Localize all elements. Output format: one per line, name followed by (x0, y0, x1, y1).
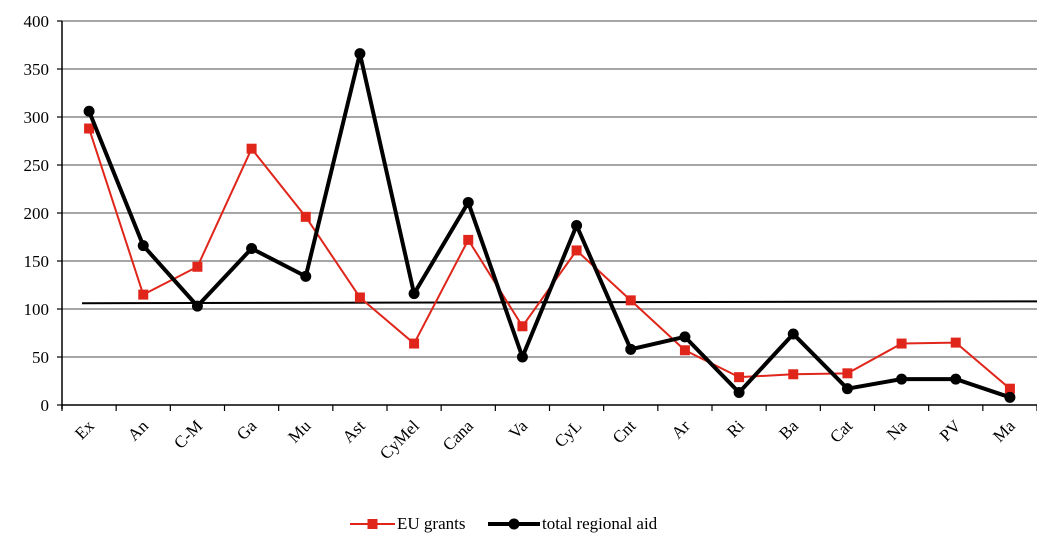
legend-label: total regional aid (542, 514, 658, 533)
data-point-square (788, 369, 799, 380)
data-point-square (354, 292, 365, 303)
data-point-circle (950, 373, 962, 385)
y-tick-label-0: 0 (41, 396, 50, 415)
x-tick-label-cana: Cana (439, 416, 477, 454)
data-point-square (517, 321, 528, 332)
reference-line (81, 300, 1037, 305)
x-tick-label-cyl: CyL (551, 416, 586, 451)
data-point-square (1004, 383, 1015, 394)
data-point-square (138, 289, 149, 300)
data-point-circle (408, 288, 420, 300)
data-point-circle (300, 270, 312, 282)
data-point-circle (571, 219, 583, 231)
data-point-square (950, 337, 961, 348)
series-lines (83, 48, 1016, 403)
data-point-square (409, 338, 420, 349)
x-tick-label-va: Va (505, 416, 531, 442)
data-point-circle (625, 343, 637, 355)
data-point-square (463, 234, 474, 245)
x-tick-label-ex: Ex (71, 416, 98, 443)
x-tick-label-an: An (124, 416, 152, 444)
y-tick-label-50: 50 (32, 348, 49, 367)
y-tick-label-200: 200 (24, 204, 50, 223)
data-point-square (246, 143, 257, 154)
data-point-square (192, 261, 203, 272)
data-point-square (842, 368, 853, 379)
y-tick-label-250: 250 (24, 156, 50, 175)
y-tick-label-400: 400 (24, 12, 50, 31)
series-line (87, 51, 1011, 400)
x-tick-label-c-m: C-M (170, 416, 206, 452)
x-tick-label-ma: Ma (989, 416, 1019, 446)
data-point-circle (896, 373, 908, 385)
legend-item-total-regional-aid: total regional aid (488, 514, 658, 533)
data-point-circle (462, 196, 474, 208)
y-tick-label-150: 150 (24, 252, 50, 271)
data-point-square (896, 338, 907, 349)
x-tick-label-ast: Ast (339, 416, 369, 446)
data-point-circle (354, 48, 366, 60)
x-tick-label-pv: PV (936, 416, 965, 445)
x-tick-label-cnt: Cnt (609, 416, 640, 447)
legend-marker-circle (508, 518, 520, 530)
x-tick-label-mu: Mu (284, 416, 314, 446)
data-point-circle (83, 105, 95, 117)
x-tick-label-ba: Ba (775, 416, 802, 443)
x-tick-label-ar: Ar (668, 416, 694, 442)
y-tick-label-300: 300 (24, 108, 50, 127)
legend: EU grants total regional aid (350, 514, 658, 533)
data-point-circle (679, 331, 691, 343)
data-point-square (734, 372, 745, 383)
data-point-square (571, 245, 582, 256)
data-point-circle (787, 328, 799, 340)
data-point-circle (191, 300, 203, 312)
data-point-square (84, 123, 95, 134)
legend-marker-square (367, 519, 378, 529)
data-point-circle (246, 243, 258, 255)
series-line (88, 128, 1011, 390)
data-point-circle (733, 387, 745, 399)
data-point-square (679, 345, 690, 356)
x-tick-label-na: Na (883, 416, 911, 444)
data-point-circle (516, 351, 528, 363)
data-point-circle (137, 240, 149, 252)
x-tick-label-cymel: CyMel (376, 416, 423, 463)
series-total-regional-aid (83, 48, 1016, 403)
y-tick-label-100: 100 (24, 300, 50, 319)
y-axis-ticks: 0 50 100 150 200 250 300 350 400 (24, 12, 62, 415)
x-tick-label-ri: Ri (723, 416, 748, 441)
x-tick-label-ga: Ga (233, 416, 261, 444)
axes (61, 21, 1037, 409)
y-tick-label-350: 350 (24, 60, 50, 79)
reference-line-100 (81, 300, 1037, 305)
x-tick-label-cat: Cat (826, 416, 856, 446)
data-point-circle (841, 383, 853, 395)
gridlines (62, 20, 1037, 358)
data-point-circle (1004, 391, 1016, 403)
x-axis-ticks: Ex An C-M Ga Mu Ast CyMel Cana Va CyL Cnt Ar Ri Ba Cat… (61, 405, 1037, 463)
data-point-square (300, 211, 311, 222)
data-point-square (625, 295, 636, 306)
legend-label: EU grants (397, 514, 465, 533)
legend-item-eu-grants: EU grants (350, 514, 465, 533)
